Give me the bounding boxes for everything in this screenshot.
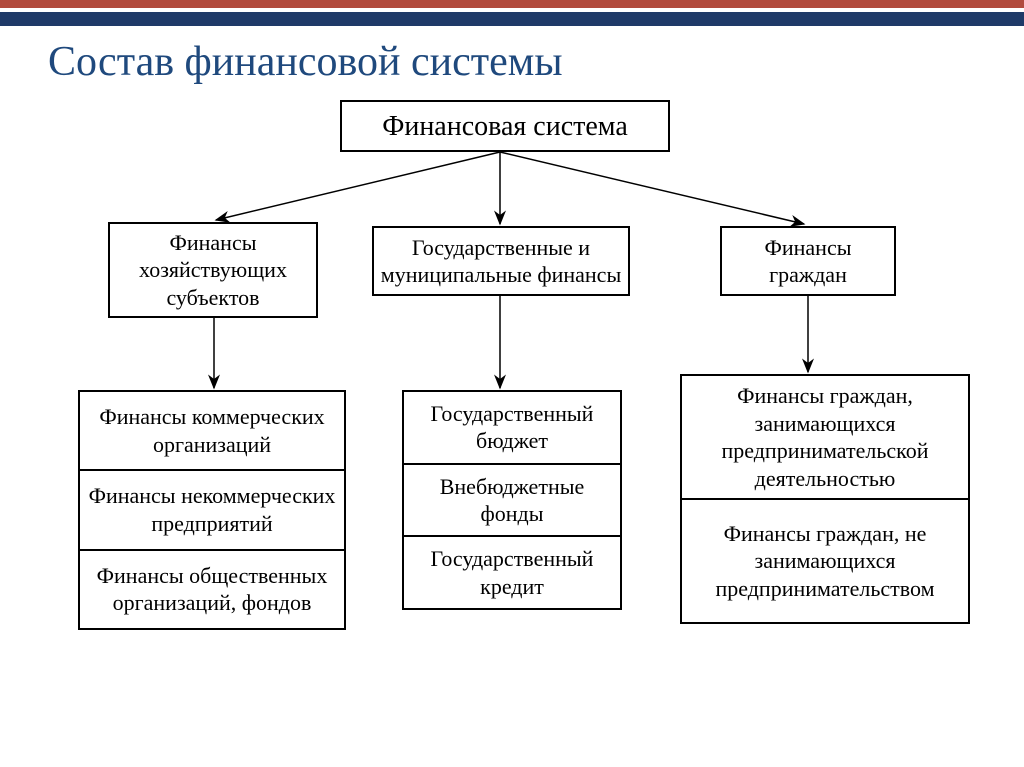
node-branch-1-label: Финансы хозяйствующих субъектов <box>116 229 310 312</box>
leaf-2-1: Внебюджетные фонды <box>404 465 620 538</box>
leaf-3-1: Финансы граждан, не занимающихся предпри… <box>682 500 968 622</box>
header-bars <box>0 0 1024 26</box>
page-title: Состав финансовой системы <box>48 38 563 86</box>
node-branch-1: Финансы хозяйствующих субъектов <box>108 222 318 318</box>
leaf-stack-3: Финансы граждан, занимающихся предприним… <box>680 374 970 624</box>
leaf-2-2: Государственный кредит <box>404 537 620 608</box>
bar-navy <box>0 12 1024 26</box>
leaf-3-0: Финансы граждан, занимающихся предприним… <box>682 376 968 500</box>
leaf-1-0: Финансы коммерческих организаций <box>80 392 344 471</box>
leaf-stack-2: Государственный бюджет Внебюджетные фонд… <box>402 390 622 610</box>
leaf-1-2: Финансы общественных организаций, фондов <box>80 551 344 628</box>
leaf-2-0: Государственный бюджет <box>404 392 620 465</box>
node-branch-2: Государственные и муниципальные финансы <box>372 226 630 296</box>
node-branch-3: Финансы граждан <box>720 226 896 296</box>
node-root: Финансовая система <box>340 100 670 152</box>
bar-red <box>0 0 1024 8</box>
leaf-1-1: Финансы некоммерческих предприятий <box>80 471 344 550</box>
node-branch-3-label: Финансы граждан <box>728 234 888 289</box>
leaf-stack-1: Финансы коммерческих организаций Финансы… <box>78 390 346 630</box>
node-branch-2-label: Государственные и муниципальные финансы <box>380 234 622 289</box>
node-root-label: Финансовая система <box>382 109 628 144</box>
